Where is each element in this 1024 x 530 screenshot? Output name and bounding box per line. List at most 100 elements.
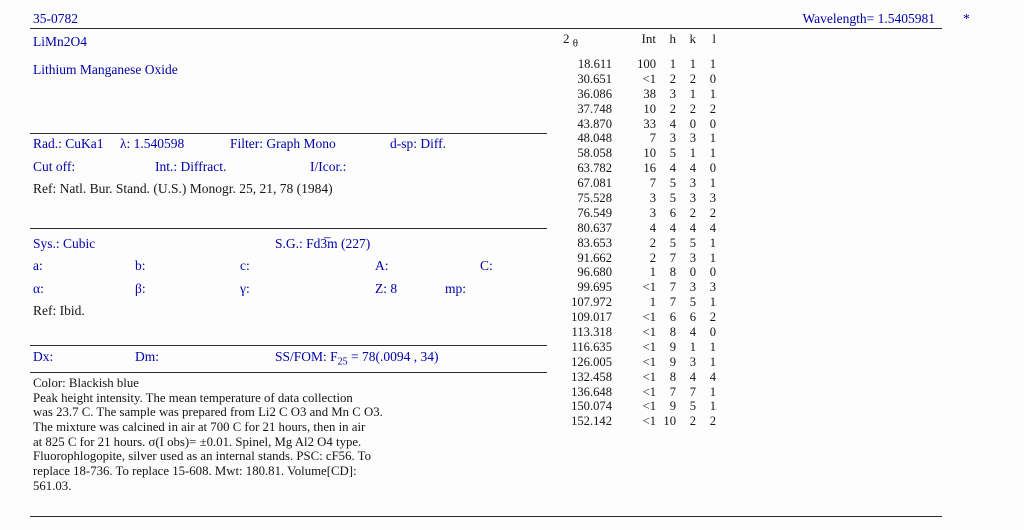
two-theta-value: 48.048 <box>577 131 612 146</box>
int-value: 3 <box>649 205 656 220</box>
k-value: 2 <box>689 71 696 86</box>
system-row: Sys.: Cubic S.G.: Fd3̅m (227) <box>30 236 547 256</box>
crystal-system-field: Sys.: Cubic <box>33 236 96 251</box>
mp-field: mp: <box>445 281 467 296</box>
cutoff-field: Cut off: <box>33 159 76 174</box>
table-body: 18.611 100 1 1 1 30.651 <1 2 2 0 36.086 38 3 1 1 37.748… <box>558 57 716 429</box>
table-row: 96.680 1 8 0 0 <box>558 265 716 280</box>
intensity-field: Int.: Diffract. <box>155 159 227 174</box>
card-id: 35-0782 <box>33 11 78 26</box>
table-row: 36.086 38 3 1 1 <box>558 87 716 102</box>
int-value: 7 <box>649 131 656 146</box>
k-value: 0 <box>689 265 696 280</box>
two-theta-value: 37.748 <box>577 101 612 116</box>
int-value: 10 <box>643 146 656 161</box>
h-value: 9 <box>669 354 676 369</box>
two-theta-value: 132.458 <box>571 369 612 384</box>
quality-mark-star: * <box>963 11 970 26</box>
h-value: 8 <box>669 369 676 384</box>
two-theta-value: 80.637 <box>577 220 612 235</box>
k-value: 2 <box>689 414 696 429</box>
comment-line: replace 18-736. To replace 15-608. Mwt: … <box>33 464 357 479</box>
h-value: 5 <box>669 191 676 206</box>
int-value: 16 <box>643 161 656 176</box>
two-theta-value: 109.017 <box>571 310 612 325</box>
h-value: 3 <box>669 86 676 101</box>
k-value: 4 <box>689 369 696 384</box>
table-row: 136.648 <1 7 7 1 <box>558 385 716 400</box>
table-row: 48.048 7 3 3 1 <box>558 131 716 146</box>
top-rule <box>30 28 942 29</box>
h-value: 8 <box>669 325 676 340</box>
int-value: <1 <box>642 71 656 86</box>
compound-name: Lithium Manganese Oxide <box>33 62 178 77</box>
k-value: 2 <box>689 205 696 220</box>
beta-field: β: <box>135 281 146 296</box>
int-value: <1 <box>642 369 656 384</box>
dm-field: Dm: <box>135 349 160 364</box>
int-value: 7 <box>649 176 656 191</box>
table-row: 58.058 10 5 1 1 <box>558 146 716 161</box>
table-row: 37.748 10 2 2 2 <box>558 102 716 117</box>
filter-field: Filter: Graph Mono <box>230 136 336 151</box>
table-row: 116.635 <1 9 1 1 <box>558 340 716 355</box>
table-row: 75.528 3 5 3 3 <box>558 191 716 206</box>
int-value: 3 <box>649 191 656 206</box>
gamma-field: γ: <box>240 281 250 296</box>
table-row: 150.074 <1 9 5 1 <box>558 399 716 414</box>
table-row: 107.972 1 7 5 1 <box>558 295 716 310</box>
l-value: 1 <box>709 250 716 265</box>
chemical-formula: LiMn2O4 <box>33 34 87 49</box>
l-value: 1 <box>709 86 716 101</box>
l-value: 1 <box>709 57 716 71</box>
table-row: 83.653 2 5 5 1 <box>558 236 716 251</box>
table-row: 30.651 <1 2 2 0 <box>558 72 716 87</box>
two-theta-value: 116.635 <box>571 339 612 354</box>
h-value: 5 <box>669 146 676 161</box>
k-value: 1 <box>689 146 696 161</box>
l-value: 0 <box>709 71 716 86</box>
two-theta-value: 58.058 <box>577 146 612 161</box>
section-rule-comments <box>30 372 547 373</box>
l-value: 4 <box>709 369 716 384</box>
table-row: 67.081 7 5 3 1 <box>558 176 716 191</box>
table-row: 80.637 4 4 4 4 <box>558 221 716 236</box>
k-value: 3 <box>689 131 696 146</box>
density-row: Dx: Dm: SS/FOM: F25 = 78(.0094 , 34) <box>30 349 547 369</box>
h-value: 1 <box>669 57 676 71</box>
l-value: 4 <box>709 220 716 235</box>
ratio-c-field: C: <box>480 258 493 273</box>
bottom-rule <box>30 516 942 517</box>
two-theta-value: 75.528 <box>577 191 612 206</box>
two-theta-value: 126.005 <box>571 354 612 369</box>
int-value: 10 <box>643 101 656 116</box>
cell-edges-row: a: b: c: A: C: <box>30 258 547 278</box>
h-value: 6 <box>669 205 676 220</box>
h-value: 7 <box>669 384 676 399</box>
k-value: 3 <box>689 280 696 295</box>
cell-angles-row: α: β: γ: Z: 8 mp: <box>30 281 547 301</box>
int-value: 4 <box>649 220 656 235</box>
a-field: a: <box>33 258 43 273</box>
h-value: 3 <box>669 131 676 146</box>
table-row: 126.005 <1 9 3 1 <box>558 355 716 370</box>
two-theta-value: 91.662 <box>577 250 612 265</box>
h-value: 2 <box>669 101 676 116</box>
l-value: 3 <box>709 191 716 206</box>
l-value: 1 <box>709 399 716 414</box>
l-value: 1 <box>709 384 716 399</box>
l-value: 3 <box>709 280 716 295</box>
k-value: 5 <box>689 399 696 414</box>
int-value: <1 <box>642 354 656 369</box>
h-value: 9 <box>669 339 676 354</box>
l-value: 2 <box>709 310 716 325</box>
h-value: 7 <box>669 250 676 265</box>
int-value: 1 <box>649 295 656 310</box>
section-rule-radiation <box>30 133 547 134</box>
k-value: 1 <box>689 86 696 101</box>
table-row: 109.017 <1 6 6 2 <box>558 310 716 325</box>
radiation-row: Rad.: CuKa1 λ: 1.540598 Filter: Graph Mo… <box>30 136 547 156</box>
k-value: 1 <box>689 339 696 354</box>
l-value: 1 <box>709 146 716 161</box>
